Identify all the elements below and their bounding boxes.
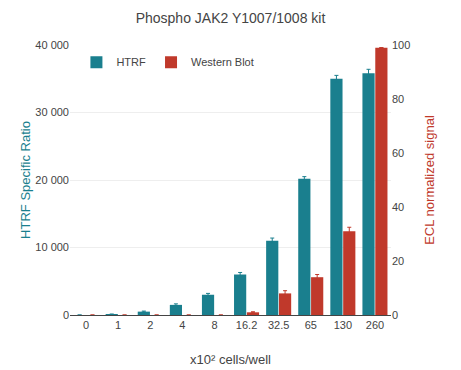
svg-text:Western Blot: Western Blot xyxy=(191,56,254,68)
svg-text:32.5: 32.5 xyxy=(268,319,289,331)
svg-text:0: 0 xyxy=(83,319,89,331)
svg-text:20 000: 20 000 xyxy=(35,174,69,186)
svg-text:0: 0 xyxy=(392,309,398,321)
svg-text:1: 1 xyxy=(115,319,121,331)
svg-text:HTRF Specific Ratio: HTRF Specific Ratio xyxy=(18,121,33,239)
svg-text:20: 20 xyxy=(392,255,404,267)
svg-text:40: 40 xyxy=(392,201,404,213)
svg-text:2: 2 xyxy=(147,319,153,331)
svg-text:8: 8 xyxy=(211,319,217,331)
svg-text:16.2: 16.2 xyxy=(236,319,257,331)
svg-text:10 000: 10 000 xyxy=(35,241,69,253)
svg-text:60: 60 xyxy=(392,147,404,159)
svg-text:ECL normalized signal: ECL normalized signal xyxy=(422,115,437,245)
svg-text:HTRF: HTRF xyxy=(116,56,146,68)
svg-text:100: 100 xyxy=(392,39,410,51)
svg-text:40 000: 40 000 xyxy=(35,39,69,51)
svg-text:0: 0 xyxy=(63,309,69,321)
svg-text:4: 4 xyxy=(179,319,185,331)
svg-text:Phospho JAK2 Y1007/1008 kit: Phospho JAK2 Y1007/1008 kit xyxy=(136,10,326,26)
svg-text:30 000: 30 000 xyxy=(35,106,69,118)
svg-text:65: 65 xyxy=(305,319,317,331)
svg-text:80: 80 xyxy=(392,93,404,105)
svg-text:130: 130 xyxy=(334,319,352,331)
svg-text:260: 260 xyxy=(366,319,384,331)
svg-text:x10² cells/well: x10² cells/well xyxy=(190,352,271,367)
